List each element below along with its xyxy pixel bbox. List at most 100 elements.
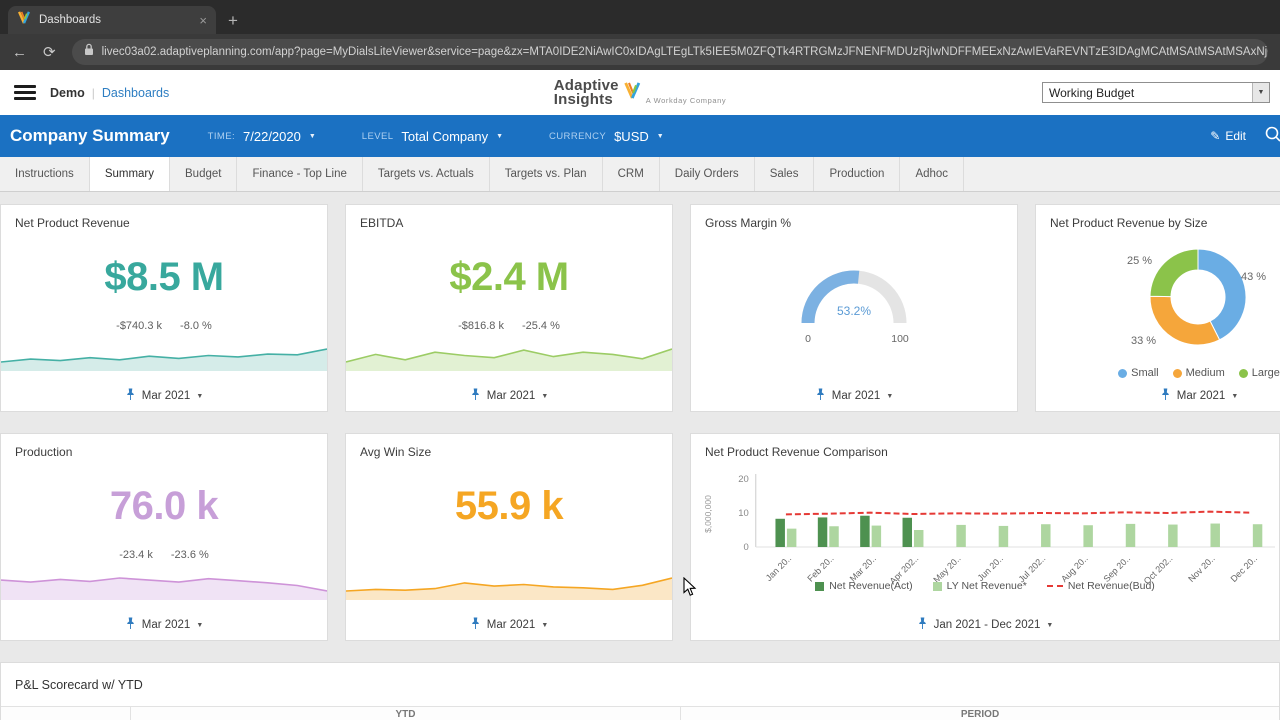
legend-item-large: Large xyxy=(1238,367,1280,379)
pin-icon xyxy=(470,617,481,633)
card-revenue-by-size: Net Product Revenue by Size 25 % 43 % 33… xyxy=(1035,204,1280,412)
card-avg-win-size: Avg Win Size 55.9 k Mar 2021 ▼ xyxy=(345,433,673,641)
tab-summary[interactable]: Summary xyxy=(89,157,171,191)
bar-swatch xyxy=(932,581,942,591)
pin-icon xyxy=(815,388,826,404)
donut-label-small-pct: 43 % xyxy=(1241,271,1267,283)
chevron-down-icon: ▼ xyxy=(541,621,549,629)
time-label: TIME: xyxy=(207,130,236,142)
legend-dot xyxy=(1238,368,1248,378)
tab-finance-top-line[interactable]: Finance - Top Line xyxy=(237,157,363,191)
period-selector[interactable]: Jan 2021 - Dec 2021 ▼ xyxy=(691,617,1279,633)
back-icon[interactable]: ← xyxy=(12,43,27,61)
kpi-delta: -$816.8 k -25.4 % xyxy=(458,320,560,332)
address-bar[interactable]: livec03a02.adaptiveplanning.com/app?page… xyxy=(71,39,1268,65)
bar-swatch xyxy=(815,581,825,591)
svg-text:0: 0 xyxy=(805,333,811,345)
tab-daily-orders[interactable]: Daily Orders xyxy=(660,157,755,191)
adaptive-logo-mark-icon xyxy=(623,81,642,104)
period-value: Jan 2021 - Dec 2021 xyxy=(933,619,1041,631)
card-title: EBITDA xyxy=(360,216,404,230)
period-selector[interactable]: Mar 2021 ▼ xyxy=(346,388,672,404)
kpi-value: 55.9 k xyxy=(454,484,564,528)
level-label: LEVEL xyxy=(361,130,394,142)
tab-production[interactable]: Production xyxy=(814,157,901,191)
pin-icon xyxy=(125,617,136,633)
pl-scorecard-section: P&L Scorecard w/ YTD YTD PERIOD xyxy=(0,662,1280,720)
favicon-adaptive-icon xyxy=(17,11,31,29)
period-selector[interactable]: Mar 2021 ▼ xyxy=(1036,388,1280,404)
period-selector[interactable]: Mar 2021 ▼ xyxy=(346,617,672,633)
dashboard-tab-bar: Instructions Summary Budget Finance - To… xyxy=(0,157,1280,192)
legend-item-small: Small xyxy=(1118,367,1159,379)
card-title: Production xyxy=(15,445,73,459)
sparkline-chart xyxy=(1,343,327,371)
tab-targets-vs-actuals[interactable]: Targets vs. Actuals xyxy=(363,157,490,191)
card-ebitda: EBITDA $2.4 M -$816.8 k -25.4 % Mar 2021 … xyxy=(345,204,673,412)
browser-navbar: ← ⟳ livec03a02.adaptiveplanning.com/app?… xyxy=(0,34,1280,70)
browser-tab-title: Dashboards xyxy=(39,14,102,26)
search-icon[interactable] xyxy=(1264,125,1280,148)
version-select[interactable]: Working Budget ▼ xyxy=(1042,82,1270,103)
tab-crm[interactable]: CRM xyxy=(603,157,660,191)
svg-text:$,000,000: $,000,000 xyxy=(703,495,713,533)
level-selector[interactable]: LEVEL Total Company ▼ xyxy=(362,129,503,144)
dashboard-toolbar: Company Summary TIME: 7/22/2020 ▼ LEVEL … xyxy=(0,115,1280,157)
legend-dot xyxy=(1172,368,1182,378)
scorecard-col-period: PERIOD xyxy=(960,708,1000,720)
period-value: Mar 2021 xyxy=(486,619,536,631)
card-title: Avg Win Size xyxy=(360,445,432,459)
tab-targets-vs-plan[interactable]: Targets vs. Plan xyxy=(490,157,603,191)
svg-text:53.2%: 53.2% xyxy=(837,304,871,318)
tab-instructions[interactable]: Instructions xyxy=(0,157,90,191)
new-tab-button[interactable]: + xyxy=(228,11,238,30)
logo-tagline: A Workday Company xyxy=(645,95,727,105)
version-select-caret[interactable]: ▼ xyxy=(1252,83,1269,102)
period-value: Mar 2021 xyxy=(141,619,191,631)
url-text: livec03a02.adaptiveplanning.com/app?page… xyxy=(101,46,1268,58)
period-selector[interactable]: Mar 2021 ▼ xyxy=(1,617,327,633)
donut-label-large-pct: 25 % xyxy=(1127,255,1153,267)
chevron-down-icon: ▼ xyxy=(886,392,894,400)
pin-icon xyxy=(470,388,481,404)
period-value: Mar 2021 xyxy=(486,390,536,402)
kpi-value: $8.5 M xyxy=(104,255,224,299)
currency-selector[interactable]: CURRENCY $USD ▼ xyxy=(549,129,664,144)
time-selector[interactable]: TIME: 7/22/2020 ▼ xyxy=(208,129,316,144)
scorecard-col-empty xyxy=(1,707,131,720)
bar-chart: 0 10 20 $,000,000 Jan 20.. Feb 20.. Mar 20.. Ap… xyxy=(691,456,1279,606)
card-title: Gross Margin % xyxy=(705,216,792,230)
tab-sales[interactable]: Sales xyxy=(755,157,815,191)
tab-adhoc[interactable]: Adhoc xyxy=(900,157,965,191)
breadcrumb-demo: Demo xyxy=(50,85,85,100)
svg-text:10: 10 xyxy=(738,508,749,519)
edit-button[interactable]: ✎ Edit xyxy=(1210,129,1246,143)
legend-item: Net Revenue(Act) xyxy=(815,580,913,592)
chevron-down-icon: ▼ xyxy=(496,132,504,140)
tab-close-icon[interactable]: × xyxy=(199,12,207,28)
sparkline-chart xyxy=(346,343,672,371)
pin-icon xyxy=(125,388,136,404)
donut-legend: Small Medium Large xyxy=(1036,367,1280,379)
card-net-product-revenue: Net Product Revenue $8.5 M -$740.3 k -8.0… xyxy=(0,204,328,412)
browser-tab[interactable]: Dashboards × xyxy=(8,6,216,34)
refresh-icon[interactable]: ⟳ xyxy=(43,43,56,61)
kpi-value: $2.4 M xyxy=(449,255,569,299)
dashboard-content: Net Product Revenue $8.5 M -$740.3 k -8.0… xyxy=(0,192,1280,720)
chevron-down-icon: ▼ xyxy=(656,132,664,140)
page-title: Company Summary xyxy=(10,126,170,145)
sparkline-chart xyxy=(1,572,327,600)
legend-item: Net Revenue(Bud) xyxy=(1046,580,1155,592)
svg-text:100: 100 xyxy=(891,333,909,345)
hamburger-menu-icon[interactable] xyxy=(14,85,36,100)
logo-word-adaptive: Adaptive xyxy=(553,76,619,94)
svg-text:Jan 20..: Jan 20.. xyxy=(764,553,794,583)
legend-item-medium: Medium xyxy=(1172,367,1225,379)
logo-word-insights: Insights xyxy=(553,90,613,108)
period-selector[interactable]: Mar 2021 ▼ xyxy=(1,388,327,404)
tab-budget[interactable]: Budget xyxy=(170,157,238,191)
kpi-delta: -$740.3 k -8.0 % xyxy=(116,320,212,332)
svg-text:0: 0 xyxy=(744,542,749,553)
period-selector[interactable]: Mar 2021 ▼ xyxy=(691,388,1017,404)
breadcrumb-dashboards[interactable]: Dashboards xyxy=(101,85,170,100)
